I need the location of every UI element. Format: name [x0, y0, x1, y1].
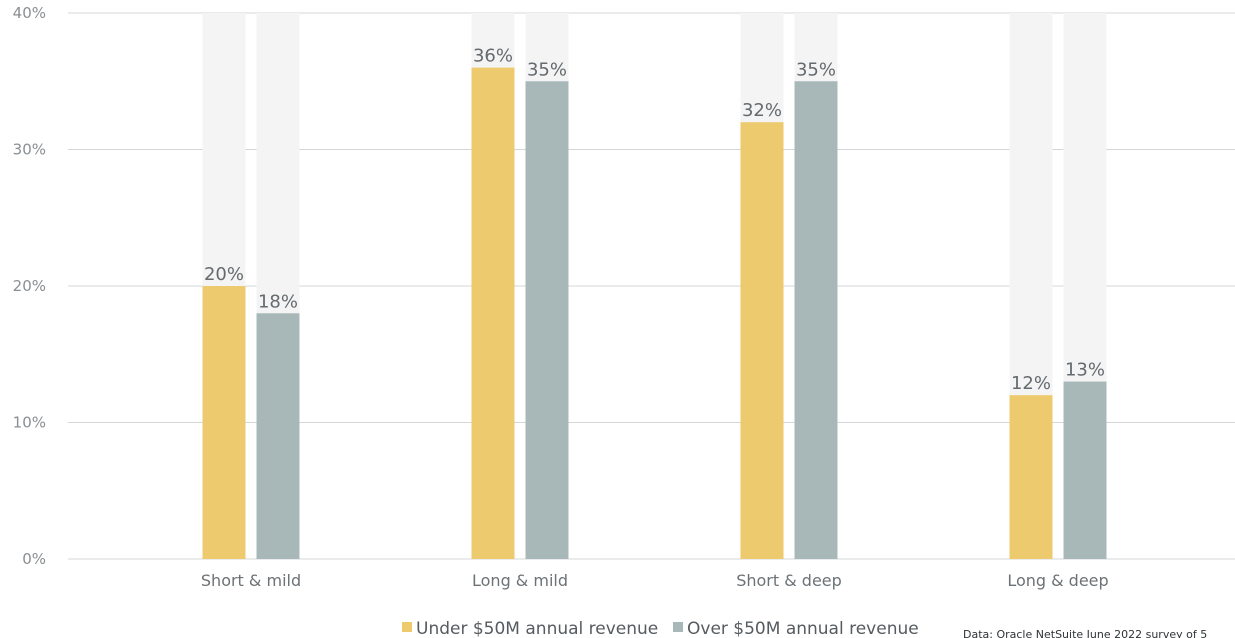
data-labels: 20% 18% 36% 35% 32% 35% 12% 13% — [204, 46, 1105, 395]
data-label-short-and-mild-under-50m: 20% — [204, 264, 244, 285]
x-category-label: Short & mild — [201, 571, 301, 590]
data-label-short-and-mild-over-50m: 18% — [258, 291, 298, 312]
data-label-long-and-mild-over-50m: 35% — [527, 59, 567, 80]
bar-long-and-deep-over-50m — [1063, 381, 1107, 559]
y-tick-label: 40% — [13, 4, 46, 22]
legend-label-over-50m: Over $50M annual revenue — [687, 619, 919, 638]
x-category-label: Short & deep — [736, 571, 842, 590]
legend-swatch-over-50m — [673, 622, 683, 632]
legend-swatch-under-50m — [402, 622, 412, 632]
x-category-label: Long & mild — [472, 571, 568, 590]
data-label-long-and-deep-under-50m: 12% — [1011, 373, 1051, 394]
data-label-long-and-deep-over-50m: 13% — [1065, 360, 1105, 381]
source-note: Data: Oracle NetSuite June 2022 survey o… — [963, 628, 1207, 638]
legend: Under $50M annual revenue Over $50M annu… — [402, 619, 919, 638]
bar-long-and-mild-under-50m — [471, 67, 515, 559]
x-category-label: Long & deep — [1007, 571, 1108, 590]
axis-labels: 0% 10% 20% 30% 40% Short & mild Long & mild Sho… — [13, 4, 1109, 590]
bars — [202, 67, 1107, 559]
legend-label-under-50m: Under $50M annual revenue — [416, 619, 658, 638]
y-tick-label: 30% — [13, 141, 46, 159]
data-label-long-and-mild-under-50m: 36% — [473, 46, 513, 67]
data-label-short-and-deep-under-50m: 32% — [742, 100, 782, 121]
y-tick-label: 20% — [13, 277, 46, 295]
y-tick-label: 0% — [22, 550, 46, 568]
data-label-short-and-deep-over-50m: 35% — [796, 59, 836, 80]
bar-short-and-deep-over-50m — [794, 81, 838, 559]
bar-short-and-mild-under-50m — [202, 286, 246, 559]
bar-short-and-mild-over-50m — [256, 313, 300, 559]
y-tick-label: 10% — [13, 414, 46, 432]
bar-long-and-mild-over-50m — [525, 81, 569, 559]
bar-long-and-deep-under-50m — [1009, 395, 1053, 559]
bar-short-and-deep-under-50m — [740, 122, 784, 559]
